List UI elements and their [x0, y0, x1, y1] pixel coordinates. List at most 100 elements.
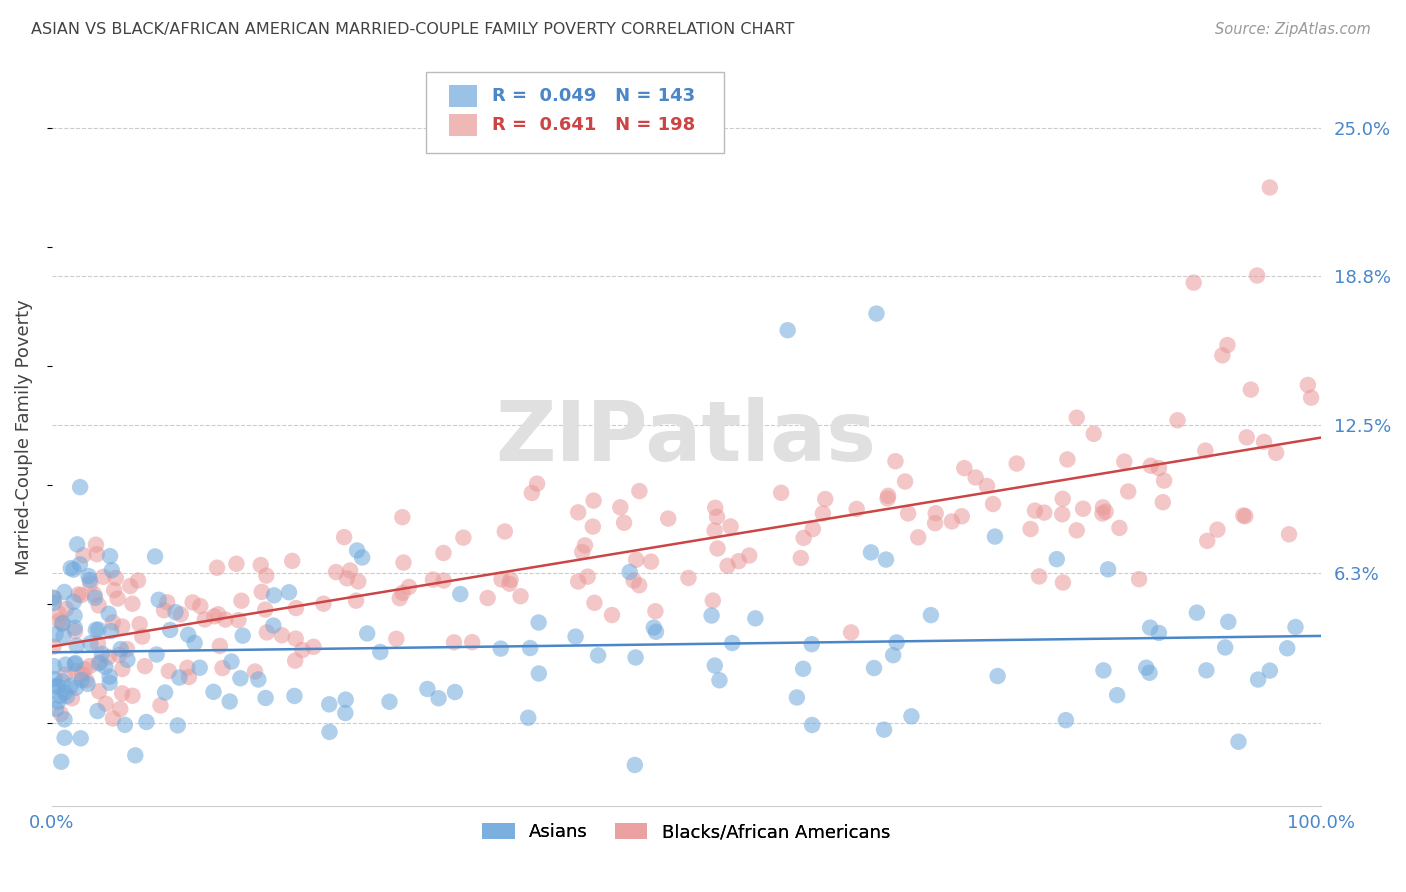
Blacks/African Americans: [678, 571, 700, 585]
Asians: [865, 307, 887, 321]
Blacks/African Americans: [839, 625, 862, 640]
Asians: [59, 561, 82, 575]
Blacks/African Americans: [1265, 446, 1288, 460]
Blacks/African Americans: [1052, 575, 1074, 590]
Asians: [624, 758, 647, 772]
Asians: [721, 636, 744, 650]
Asians: [183, 636, 205, 650]
Asians: [46, 695, 69, 709]
Asians: [1147, 626, 1170, 640]
Blacks/African Americans: [188, 599, 211, 613]
Asians: [262, 618, 284, 632]
Blacks/African Americans: [727, 554, 749, 568]
Blacks/African Americans: [398, 580, 420, 594]
Asians: [449, 587, 471, 601]
Asians: [51, 674, 73, 689]
Blacks/African Americans: [53, 667, 76, 681]
Asians: [53, 731, 76, 745]
Asians: [87, 657, 110, 671]
Blacks/African Americans: [388, 591, 411, 606]
Asians: [91, 647, 114, 661]
Blacks/African Americans: [1005, 457, 1028, 471]
Blacks/African Americans: [134, 659, 156, 673]
Asians: [1284, 620, 1306, 634]
Asians: [69, 731, 91, 746]
Blacks/African Americans: [567, 505, 589, 519]
Blacks/African Americans: [1108, 521, 1130, 535]
Asians: [586, 648, 609, 663]
Blacks/African Americans: [583, 596, 606, 610]
Asians: [378, 695, 401, 709]
Asians: [619, 565, 641, 579]
Blacks/African Americans: [312, 597, 335, 611]
Blacks/African Americans: [121, 689, 143, 703]
Asians: [145, 648, 167, 662]
Asians: [55, 657, 77, 672]
Blacks/African Americans: [87, 637, 110, 651]
Asians: [900, 709, 922, 723]
Blacks/African Americans: [55, 602, 77, 616]
Blacks/African Americans: [720, 519, 742, 533]
Asians: [79, 636, 101, 650]
Blacks/African Americans: [128, 617, 150, 632]
Blacks/African Americans: [1206, 523, 1229, 537]
Blacks/African Americans: [657, 511, 679, 525]
Asians: [188, 661, 211, 675]
Blacks/African Americans: [876, 491, 898, 506]
Blacks/African Americans: [1236, 430, 1258, 444]
Asians: [94, 660, 117, 674]
Blacks/African Americans: [101, 711, 124, 725]
Asians: [335, 692, 357, 706]
Blacks/African Americans: [120, 579, 142, 593]
Y-axis label: Married-Couple Family Poverty: Married-Couple Family Poverty: [15, 300, 32, 575]
Blacks/African Americans: [628, 578, 651, 592]
Blacks/African Americans: [48, 607, 70, 621]
Blacks/African Americans: [228, 613, 250, 627]
Blacks/African Americans: [1153, 474, 1175, 488]
Blacks/African Americans: [84, 538, 107, 552]
Blacks/African Americans: [1028, 569, 1050, 583]
Asians: [792, 662, 814, 676]
Blacks/African Americans: [624, 552, 647, 566]
Asians: [45, 627, 67, 641]
Asians: [643, 621, 665, 635]
Blacks/African Americans: [73, 662, 96, 676]
Blacks/African Americans: [1240, 383, 1263, 397]
Blacks/African Americans: [877, 489, 900, 503]
Blacks/African Americans: [811, 507, 834, 521]
Blacks/African Americans: [461, 635, 484, 649]
Blacks/African Americans: [170, 607, 193, 622]
Blacks/African Americans: [325, 565, 347, 579]
Asians: [700, 608, 723, 623]
Blacks/African Americans: [582, 519, 605, 533]
Blacks/African Americans: [576, 569, 599, 583]
Blacks/African Americans: [499, 573, 522, 587]
Blacks/African Americans: [526, 476, 548, 491]
Asians: [1139, 665, 1161, 680]
Asians: [335, 706, 357, 720]
Blacks/African Americans: [291, 643, 314, 657]
Asians: [875, 552, 897, 566]
Blacks/African Americans: [284, 632, 307, 646]
Asians: [1046, 552, 1069, 566]
Blacks/African Americans: [845, 502, 868, 516]
Blacks/African Americans: [1050, 507, 1073, 521]
Blacks/African Americans: [392, 556, 415, 570]
Asians: [110, 642, 132, 657]
Asians: [143, 549, 166, 564]
Asians: [49, 689, 72, 703]
Blacks/African Americans: [156, 595, 179, 609]
Blacks/African Americans: [1278, 527, 1301, 541]
Asians: [42, 596, 65, 610]
Blacks/African Americans: [1147, 461, 1170, 475]
Asians: [117, 653, 139, 667]
Asians: [356, 626, 378, 640]
Asians: [318, 725, 340, 739]
Blacks/African Americans: [281, 554, 304, 568]
Blacks/African Americans: [1167, 413, 1189, 427]
Asians: [45, 702, 67, 716]
Asians: [202, 685, 225, 699]
Blacks/African Americans: [63, 624, 86, 639]
Asians: [42, 659, 65, 673]
Asians: [987, 669, 1010, 683]
